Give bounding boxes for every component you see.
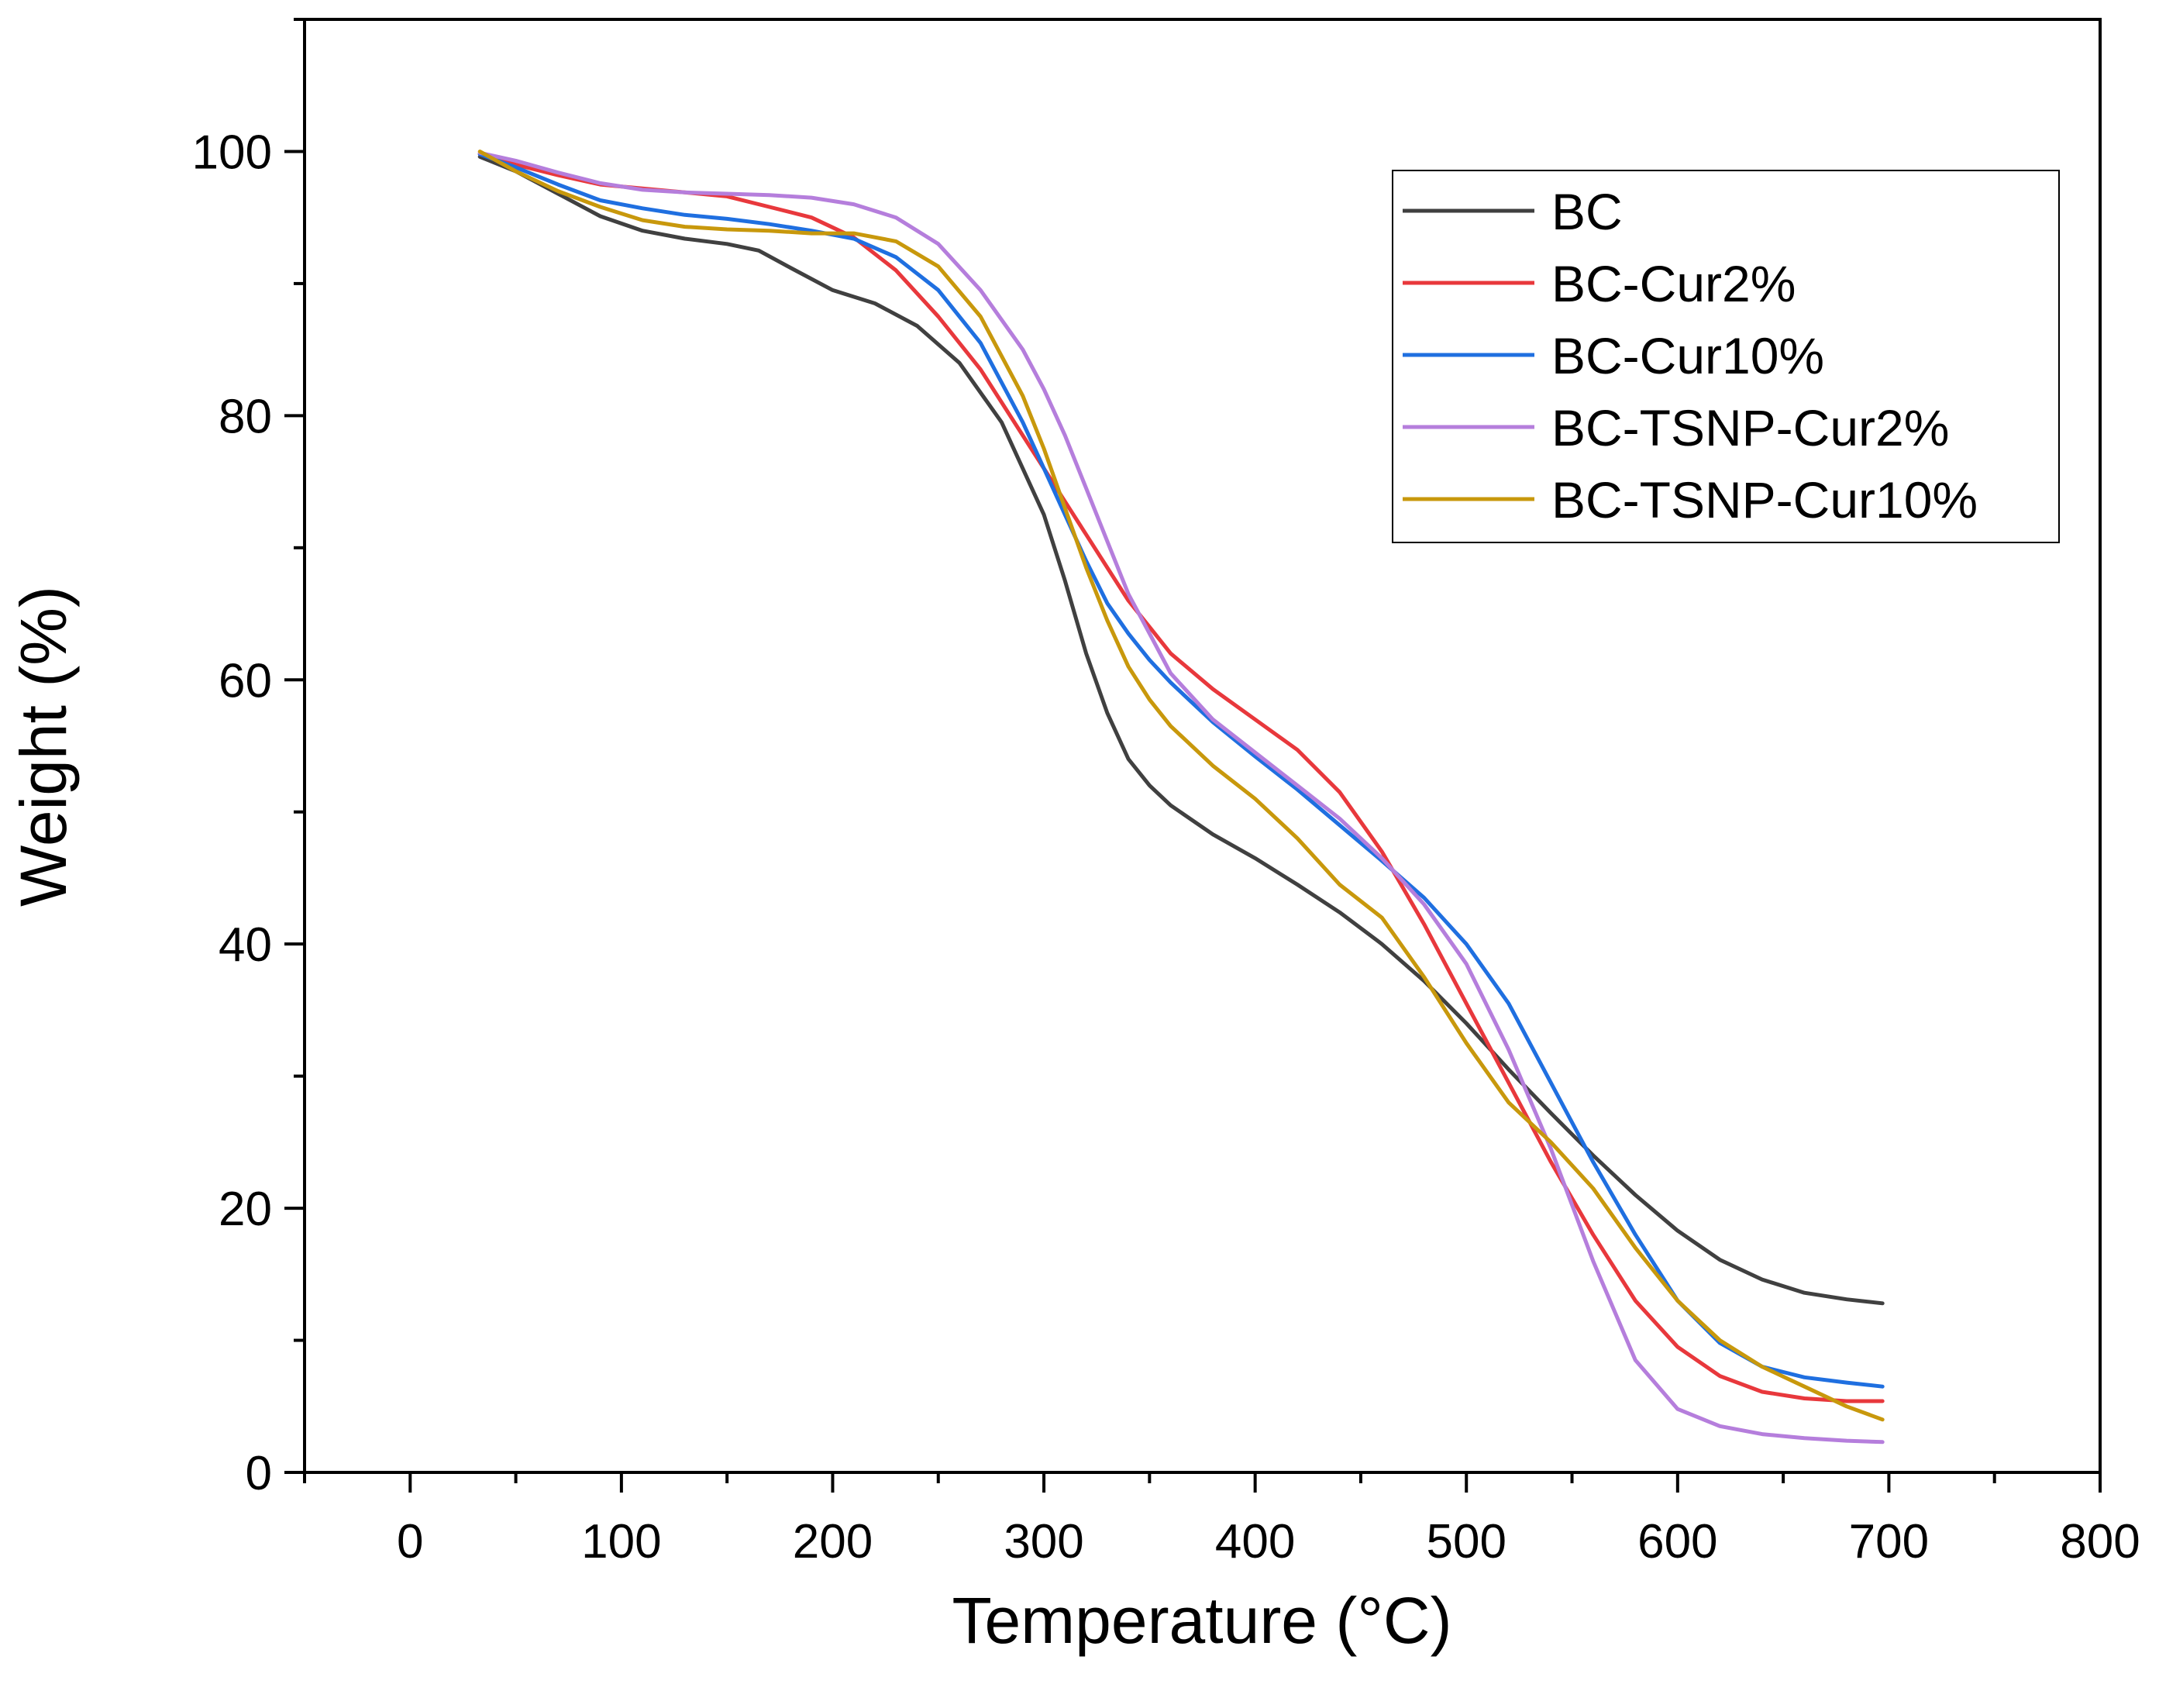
plot-frame bbox=[303, 18, 2102, 1474]
series-line-bc bbox=[477, 154, 1885, 1306]
y-axis-ticks: 0 20 40 60 80 100 bbox=[192, 18, 305, 1500]
y-tick-label: 60 bbox=[219, 654, 272, 708]
legend: BC BC-Cur2% BC-Cur10% BC-TSNP-Cur2% BC-TSNP-… bbox=[1392, 170, 2060, 543]
legend-label: BC bbox=[1551, 183, 1623, 240]
x-tick-label: 500 bbox=[1427, 1515, 1506, 1569]
series-line-bc-cur10 bbox=[477, 152, 1885, 1389]
x-tick-label: 600 bbox=[1637, 1515, 1717, 1569]
y-tick-label: 80 bbox=[219, 390, 272, 443]
y-tick-label: 40 bbox=[219, 918, 272, 972]
series-line-bc-tsnp-cur2 bbox=[477, 150, 1885, 1445]
x-axis-ticks: 0 100 200 300 400 500 600 700 800 bbox=[303, 1472, 2140, 1569]
x-tick-label: 100 bbox=[581, 1515, 661, 1569]
y-tick-label: 0 bbox=[246, 1447, 272, 1500]
legend-label: BC-Cur10% bbox=[1551, 327, 1824, 384]
series-lines bbox=[477, 150, 1885, 1445]
series-line-bc-tsnp-cur10 bbox=[477, 150, 1885, 1422]
x-tick-label: 800 bbox=[2060, 1515, 2140, 1569]
y-tick-label: 100 bbox=[192, 126, 272, 179]
x-tick-label: 0 bbox=[397, 1515, 423, 1569]
x-tick-label: 200 bbox=[793, 1515, 873, 1569]
legend-label: BC-TSNP-Cur2% bbox=[1551, 399, 1949, 456]
legend-label: BC-TSNP-Cur10% bbox=[1551, 471, 1978, 529]
y-axis-title: Weight (%) bbox=[7, 586, 80, 907]
legend-label: BC-Cur2% bbox=[1551, 255, 1796, 312]
y-tick-label: 20 bbox=[219, 1183, 272, 1236]
x-tick-label: 400 bbox=[1215, 1515, 1295, 1569]
x-tick-label: 300 bbox=[1004, 1515, 1083, 1569]
x-tick-label: 700 bbox=[1849, 1515, 1929, 1569]
x-axis-title: Temperature (°C) bbox=[952, 1584, 1451, 1657]
